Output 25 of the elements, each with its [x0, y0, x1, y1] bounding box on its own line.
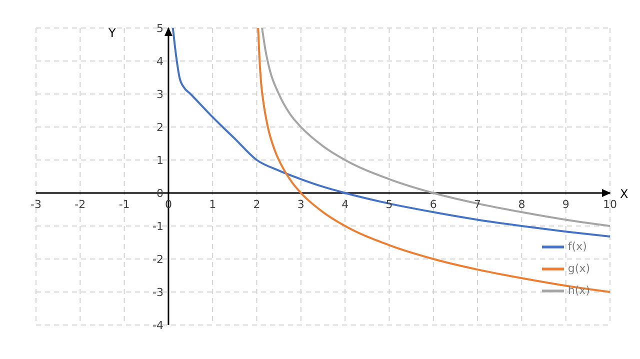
x-tick-label: 1 [209, 198, 216, 211]
y-tick-label: 3 [156, 88, 164, 101]
x-tick-label: -1 [118, 198, 130, 211]
y-tick-label: 2 [156, 121, 164, 134]
y-axis-title: Y [107, 26, 116, 40]
x-tick-label: -2 [74, 198, 86, 211]
x-tick-label: 6 [430, 198, 437, 211]
x-tick-label: 4 [342, 198, 349, 211]
x-tick-label: 2 [253, 198, 260, 211]
y-tick-label: 4 [156, 55, 164, 68]
legend-label: f(x) [568, 240, 587, 254]
x-tick-label: -3 [30, 198, 42, 211]
legend-label: g(x) [568, 262, 590, 276]
y-tick-label: -3 [152, 286, 164, 299]
x-tick-label: 3 [297, 198, 304, 211]
x-tick-label: 8 [518, 198, 526, 211]
y-tick-label: 1 [156, 154, 164, 167]
y-tick-label: -1 [152, 220, 164, 233]
y-tick-label: 5 [156, 22, 164, 35]
y-tick-label: -4 [152, 319, 164, 332]
x-tick-label: 10 [603, 198, 617, 211]
x-tick-label: 9 [562, 198, 570, 211]
y-tick-label: -2 [152, 253, 164, 266]
x-axis-title: X [620, 187, 628, 201]
x-tick-label: 7 [474, 198, 482, 211]
